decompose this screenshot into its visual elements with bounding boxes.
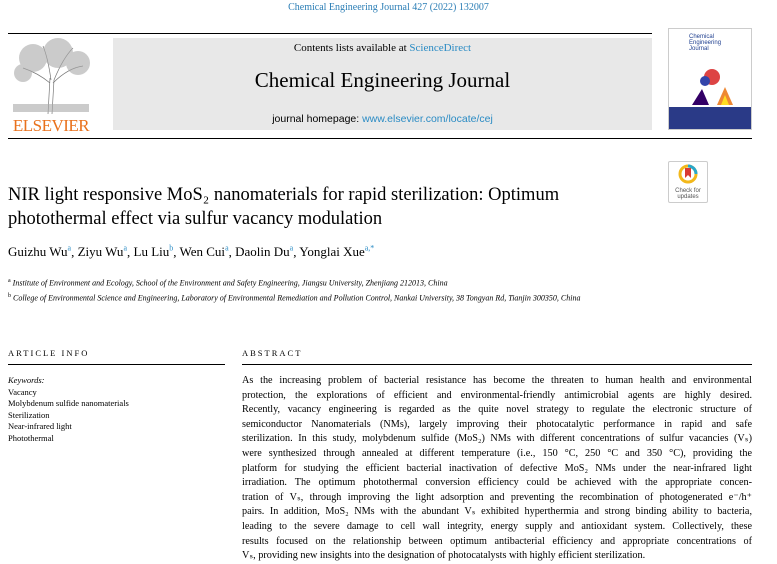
keyword: Near-infrared light: [8, 421, 72, 431]
abstract-line: Vₛ, providing new insights into the desi…: [242, 550, 646, 562]
header-rule-bottom: [8, 138, 752, 139]
journal-cover[interactable]: Chemical Engineering Journal: [668, 28, 752, 130]
abstract-line: leading to the severe damage to cell wal…: [242, 520, 752, 532]
affiliation: a Institute of Environment and Ecology, …: [8, 278, 448, 288]
abstract-text: As the increasing problem of bacterial r…: [242, 374, 752, 564]
affiliation: b College of Environmental Science and E…: [8, 293, 581, 303]
abstract-line: platform for studying the efficient bact…: [242, 462, 752, 474]
author[interactable]: Yonglai Xuea,*: [299, 244, 375, 260]
keyword: Sterilization: [8, 409, 50, 420]
journal-title: Chemical Engineering Journal: [254, 68, 511, 92]
abstract-line: semiconductor Nanomaterials (NMs), large…: [242, 418, 752, 430]
keyword: Photothermal: [8, 432, 54, 443]
abstract-line: tration of Vₛ, through improving the lig…: [242, 491, 752, 503]
abstract-line: protection, the explorations of efficien…: [242, 389, 752, 401]
abstract-line: results focused on the relationship betw…: [242, 535, 752, 547]
abstract-line: As the increasing problem of bacterial r…: [242, 375, 752, 386]
abstract-line: irradiation. The optimum photothermal co…: [242, 477, 752, 489]
keyword: Molybdenum sulfide nanomaterials: [8, 398, 129, 408]
affiliations: a Institute of Environment and Ecology, …: [8, 275, 628, 305]
elsevier-tree-logo: [8, 38, 94, 133]
abstract-line: Recently, vacancy engineering is regarde…: [242, 404, 752, 416]
check-updates-label: Check for updates: [675, 188, 701, 200]
author[interactable]: Wen Cuia: [179, 244, 229, 260]
abstract-heading: ABSTRACT: [242, 348, 303, 358]
keywords-label: Keywords:: [8, 375, 45, 385]
header-rule-top: [8, 33, 652, 34]
author[interactable]: Daolin Dua: [235, 244, 294, 260]
article-title: NIR light responsive MoS₂ nanomaterials …: [8, 185, 560, 229]
journal-reference[interactable]: Chemical Engineering Journal 427 (2022) …: [288, 2, 489, 13]
check-for-updates-button[interactable]: Check for updates: [668, 161, 708, 203]
article-info-rule: [8, 364, 225, 365]
homepage-link[interactable]: www.elsevier.com/locate/cej: [362, 113, 493, 125]
author[interactable]: Ziyu Wua: [77, 244, 127, 260]
abstract-line: were synthesized through annealed at dif…: [242, 447, 752, 459]
author-list: Guizhu Wua, Ziyu Wua, Lu Liub, Wen Cuia,…: [8, 244, 375, 260]
abstract-rule: [242, 364, 752, 365]
check-updates-icon: [678, 164, 698, 184]
sciencedirect-link[interactable]: ScienceDirect: [409, 42, 472, 54]
article-info-heading: ARTICLE INFO: [8, 348, 90, 358]
keyword: Vacancy: [8, 386, 37, 397]
publisher-wordmark: ELSEVIER: [12, 116, 90, 135]
keywords: Keywords: Vacancy Molybdenum sulfide nan…: [8, 375, 129, 444]
homepage-line: journal homepage: www.elsevier.com/locat…: [272, 113, 493, 125]
journal-banner: Contents lists available at ScienceDirec…: [113, 38, 652, 130]
contents-line: Contents lists available at ScienceDirec…: [293, 42, 472, 54]
cover-band: [669, 107, 751, 129]
author[interactable]: Guizhu Wua: [8, 244, 72, 260]
abstract-line: sterilization. In this study, molybdenum…: [242, 433, 752, 445]
author[interactable]: Lu Liub: [133, 244, 174, 260]
cover-title: Chemical Engineering Journal: [689, 34, 722, 52]
abstract-line: pairs. In addition, MoS₂ NMs with the ab…: [242, 506, 752, 518]
